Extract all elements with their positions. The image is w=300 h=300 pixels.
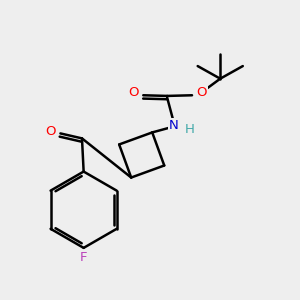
Text: H: H [185,123,195,136]
Text: O: O [197,86,207,99]
Text: O: O [45,125,56,138]
Text: F: F [80,251,87,264]
Text: O: O [128,86,139,99]
Text: N: N [169,119,179,132]
